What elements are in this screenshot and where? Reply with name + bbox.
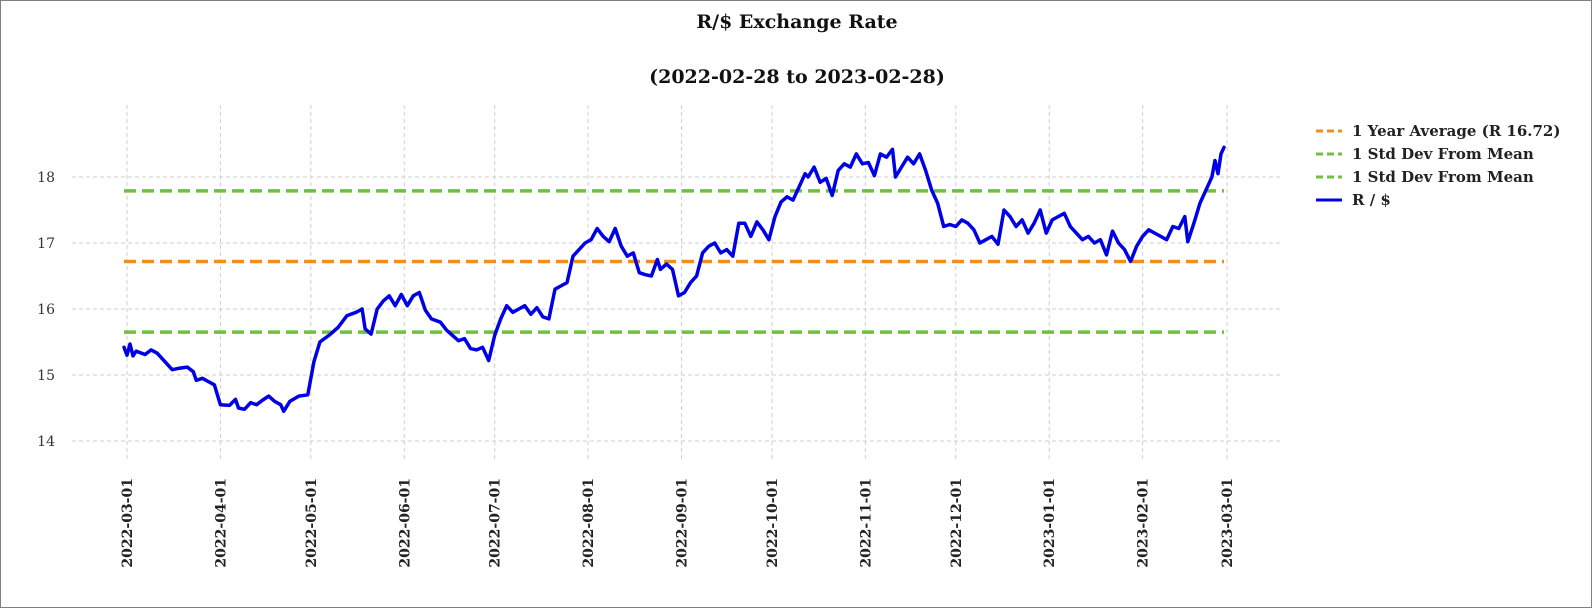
x-tick-label: 2022-09-01 [675,478,691,568]
x-tick-label: 2022-11-01 [858,478,874,568]
legend: 1 Year Average (R 16.72) 1 Std Dev From M… [1316,122,1560,209]
chart-subtitle: (2022-02-28 to 2023-02-28) [649,66,945,88]
y-tick-label: 14 [37,434,55,450]
x-tick-label: 2022-08-01 [581,478,597,568]
y-tick-label: 17 [37,236,55,252]
chart-title: R/$ Exchange Rate [696,11,898,33]
legend-label: 1 Std Dev From Mean [1352,168,1534,186]
x-tick-label: 2022-12-01 [949,478,965,568]
x-tick-label: 2022-07-01 [488,478,504,568]
y-tick-label: 18 [37,170,55,186]
x-tick-label: 2023-01-01 [1042,478,1058,568]
x-tick-label: 2023-02-01 [1136,478,1152,568]
x-tick-label: 2022-04-01 [213,478,229,568]
gridlines [72,105,1282,460]
x-tick-label: 2022-06-01 [397,478,413,568]
legend-label: 1 Std Dev From Mean [1352,145,1534,163]
x-tick-label: 2023-03-01 [1220,478,1236,568]
x-tick-label: 2022-10-01 [765,478,781,568]
reference-lines [124,189,1224,334]
y-tick-label: 15 [37,368,55,384]
series-layer [122,145,1226,414]
y-tick-label: 16 [37,302,55,318]
legend-label: R / $ [1352,191,1391,209]
x-tick-label: 2022-05-01 [304,478,320,568]
series-line [122,145,1226,414]
legend-label: 1 Year Average (R 16.72) [1352,122,1560,140]
axis-tick-labels: 14 15 16 17 18 2022-03-01 2022-04-01 2022-05-01… [37,170,1236,568]
x-tick-label: 2022-03-01 [120,478,136,568]
